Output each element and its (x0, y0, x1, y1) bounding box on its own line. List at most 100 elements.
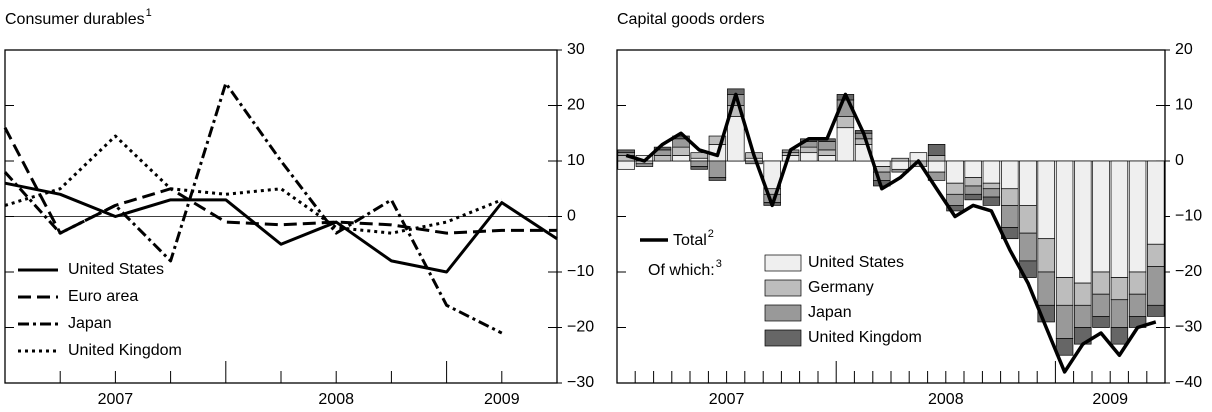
bar-segment (1092, 271, 1110, 295)
bar-segment (617, 160, 635, 170)
bar-segment (1110, 160, 1129, 278)
x-tick-label: 2009 (484, 391, 520, 408)
legend-label: United Kingdom (68, 342, 182, 359)
y-tick-label: −40 (1175, 374, 1202, 391)
bar-segment (1147, 266, 1165, 306)
x-tick-label: 2008 (928, 391, 964, 408)
legend-label: Japan (808, 304, 852, 321)
bar-segment (1001, 160, 1019, 190)
bar-segment (891, 157, 909, 162)
bar-segment (1001, 205, 1019, 228)
y-tick-label: −20 (1175, 263, 1202, 280)
bar-segment (964, 160, 982, 178)
y-tick-label: −30 (1175, 319, 1202, 336)
y-tick-label: 10 (567, 152, 585, 169)
bar-segment (946, 182, 964, 195)
bar-segment (1128, 271, 1147, 295)
bar-segment (1055, 338, 1074, 356)
bar-segment (727, 116, 745, 162)
bar-segment (946, 193, 964, 206)
y-tick-label: 0 (567, 208, 576, 225)
y-tick-label: 10 (1175, 97, 1193, 114)
bar-segment (836, 127, 855, 162)
x-tick-label: 2007 (709, 391, 745, 408)
legend-label: United States (68, 261, 164, 278)
bar-segment (653, 155, 672, 162)
bar-segment (818, 149, 836, 156)
bar-segment (964, 177, 982, 187)
bar-segment (653, 146, 672, 151)
x-tick-label: 2009 (1092, 391, 1128, 408)
bar-segment (964, 193, 982, 201)
series-line (3, 81, 503, 335)
legend-label: United States (808, 254, 904, 271)
bar-segment (1037, 160, 1055, 240)
bar-segment (1001, 188, 1019, 206)
y-tick-label: 20 (1175, 41, 1193, 58)
bar-segment (1110, 299, 1129, 328)
bar-segment (1019, 160, 1037, 206)
y-tick-label: −10 (1175, 208, 1202, 225)
bar-segment (617, 152, 635, 156)
series-line (625, 92, 1157, 374)
y-tick-label: 30 (567, 41, 585, 58)
bar-segment (781, 155, 800, 162)
bar-segment (927, 160, 946, 173)
legend-label: Germany (808, 279, 874, 296)
series-line (3, 127, 557, 235)
bar-segment (1128, 160, 1147, 273)
bar-segment (1019, 205, 1037, 234)
bar-segment (982, 182, 1001, 190)
bar-segment (1092, 160, 1110, 273)
bar-segment (982, 188, 1001, 198)
x-tick-label: 2008 (318, 391, 354, 408)
y-tick-label: 20 (567, 97, 585, 114)
bar-segment (690, 166, 708, 170)
bar-segment (708, 135, 727, 145)
y-tick-label: 0 (1175, 152, 1184, 169)
bar-segment (1074, 304, 1092, 328)
bar-segment (982, 196, 1001, 206)
bar-segment (745, 160, 763, 165)
bar-segment (1128, 293, 1147, 317)
legend-swatch (764, 279, 802, 297)
bar-segment (800, 152, 818, 162)
bar-segment (1147, 243, 1165, 267)
bar-segment (927, 144, 946, 156)
bar-segment (1055, 160, 1074, 278)
bar-segment (1074, 282, 1092, 306)
legend-label: Total (673, 232, 707, 249)
bar-segment (1147, 160, 1165, 245)
bar-segment (1037, 271, 1055, 306)
bar-segment (927, 155, 946, 162)
chart-title: Capital goods orders (617, 11, 765, 28)
bar-segment (690, 152, 708, 159)
bar-segment (1055, 304, 1074, 339)
bar-segment (690, 157, 708, 162)
legend-footnote: 3 (716, 258, 722, 270)
bar-segment (854, 138, 873, 145)
bar-segment (1110, 327, 1129, 345)
bar-segment (1147, 304, 1165, 317)
bar-segment (1055, 277, 1074, 306)
bar-segment (617, 149, 635, 154)
bar-segment (946, 205, 964, 212)
x-tick-label: 2007 (98, 391, 134, 408)
bar-segment (1074, 160, 1092, 284)
title-footnote: 1 (146, 7, 152, 19)
series-line (4, 134, 503, 235)
bar-segment (690, 160, 708, 167)
bar-segment (708, 177, 727, 181)
legend-swatch (764, 254, 802, 272)
bar-segment (1092, 316, 1110, 328)
bar-segment (672, 155, 690, 162)
bar-segment (672, 146, 690, 156)
legend-label: United Kingdom (808, 329, 922, 346)
legend-swatch (764, 304, 802, 322)
legend-footnote: 2 (708, 228, 714, 240)
bar-segment (800, 146, 818, 154)
bar-segment (836, 116, 855, 129)
bar-segment (635, 163, 654, 167)
series-line (4, 181, 558, 274)
